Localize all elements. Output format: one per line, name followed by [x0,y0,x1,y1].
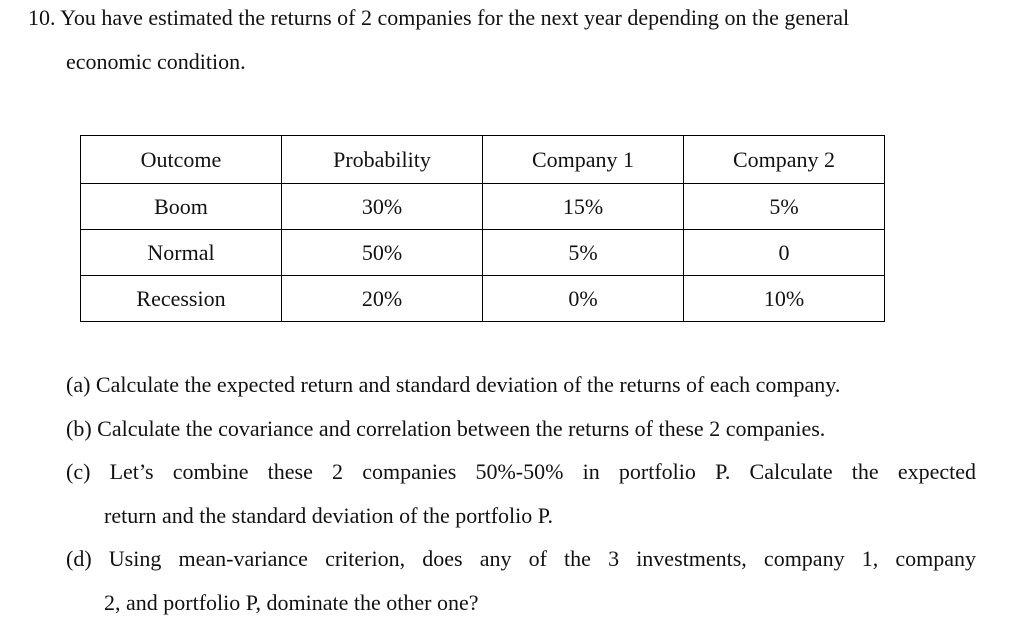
table-cell: 5% [482,229,684,276]
header-company-1: Company 1 [482,135,684,184]
table-cell: Normal [80,229,282,276]
part-c-text-line-2: return and the standard deviation of the… [104,503,554,528]
table-header-row: Outcome Probability Company 1 Company 2 [80,135,885,184]
table-cell: 5% [683,183,885,230]
part-c-text-line-1: (c) Let’s combine these 2 companies 50%-… [66,459,976,484]
header-probability: Probability [281,135,483,184]
part-b-text: (b) Calculate the covariance and correla… [66,416,826,441]
part-d-text-line-2: 2, and portfolio P, dominate the other o… [104,590,479,615]
table-cell: 50% [281,229,483,276]
table-cell: 30% [281,183,483,230]
table-cell: 0 [683,229,885,276]
table-cell: 0% [482,275,684,322]
table-cell: Boom [80,183,282,230]
part-d-text-line-1: (d) Using mean-variance criterion, does … [66,546,976,571]
header-company-2: Company 2 [683,135,885,184]
table-row: Boom 30% 15% 5% [80,183,885,230]
table-cell: 15% [482,183,684,230]
part-a-text: (a) Calculate the expected return and st… [66,372,841,397]
question-text-line-2: economic condition. [66,49,246,74]
table-cell: 20% [281,275,483,322]
header-outcome: Outcome [80,135,282,184]
table-row: Normal 50% 5% 0 [80,229,885,276]
table-cell: 10% [683,275,885,322]
table-row: Recession 20% 0% 10% [80,275,885,322]
table-cell: Recession [80,275,282,322]
question-text-line-1: 10. You have estimated the returns of 2 … [28,5,850,30]
returns-table: Outcome Probability Company 1 Company 2 … [80,135,885,322]
